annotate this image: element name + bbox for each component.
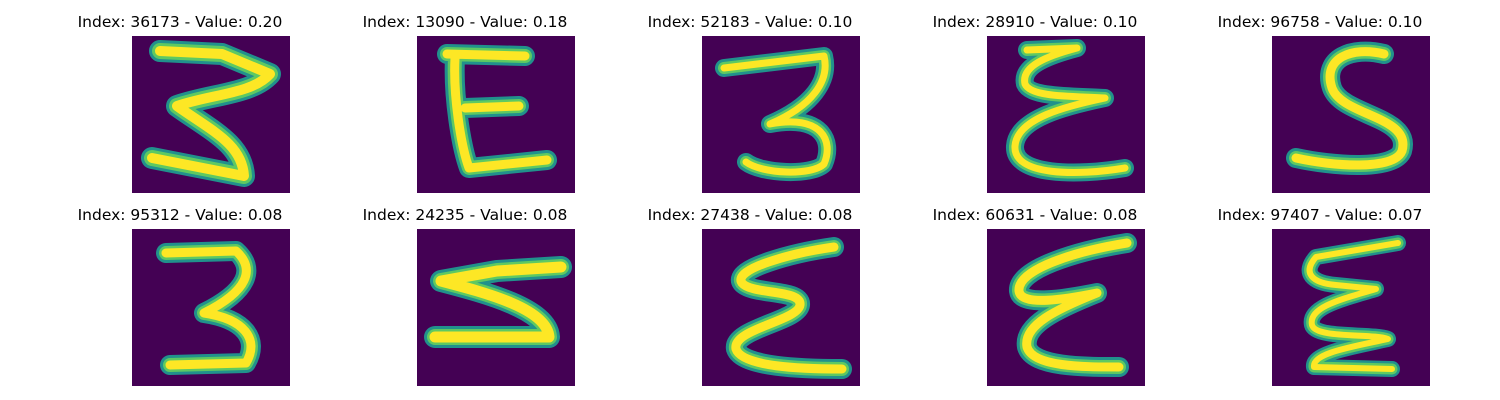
three-open-icon xyxy=(141,40,281,187)
digit-thumbnail xyxy=(132,229,290,386)
panel-title: Index: 36173 - Value: 0.20 xyxy=(77,13,283,31)
three-slanted-icon xyxy=(424,256,572,348)
letter-s-icon xyxy=(1286,41,1413,175)
panel: Index: 95312 - Value: 0.08 xyxy=(30,205,330,386)
digit-thumbnail xyxy=(132,36,290,193)
digit-thumbnail xyxy=(702,229,860,386)
digit-thumbnail xyxy=(417,229,575,386)
digit-thumbnail xyxy=(987,36,1145,193)
digit-thumbnail xyxy=(987,229,1145,386)
panel: Index: 24235 - Value: 0.08 xyxy=(315,205,615,386)
panel-title: Index: 96758 - Value: 0.10 xyxy=(1217,13,1423,31)
panel: Index: 13090 - Value: 0.18 xyxy=(315,12,615,193)
panel: Index: 27438 - Value: 0.08 xyxy=(600,205,900,386)
epsilon-loop-icon xyxy=(1009,233,1137,377)
digit-thumbnail xyxy=(702,36,860,193)
panel: Index: 96758 - Value: 0.10 xyxy=(1170,12,1470,193)
digit-thumbnail xyxy=(1272,229,1430,386)
panel-title: Index: 97407 - Value: 0.07 xyxy=(1217,206,1423,224)
digit-thumbnail xyxy=(1272,36,1430,193)
panel-title: Index: 95312 - Value: 0.08 xyxy=(77,206,283,224)
letter-e-icon xyxy=(437,44,557,178)
panel: Index: 97407 - Value: 0.07 xyxy=(1170,205,1470,386)
digit-thumbnail xyxy=(417,36,575,193)
three-round-icon xyxy=(715,47,837,181)
three-narrow-icon xyxy=(156,241,261,375)
panel: Index: 60631 - Value: 0.08 xyxy=(885,205,1185,386)
panel-title: Index: 60631 - Value: 0.08 xyxy=(932,206,1138,224)
panel: Index: 52183 - Value: 0.10 xyxy=(600,12,900,193)
panel: Index: 36173 - Value: 0.20 xyxy=(30,12,330,193)
panel-title: Index: 27438 - Value: 0.08 xyxy=(647,206,853,224)
panel-title: Index: 13090 - Value: 0.18 xyxy=(362,13,568,31)
epsilon-tall-icon xyxy=(1301,235,1406,377)
epsilon-wide-icon xyxy=(726,237,852,379)
epsilon-script-icon xyxy=(1006,39,1134,182)
panel-title: Index: 52183 - Value: 0.10 xyxy=(647,13,853,31)
panel-title: Index: 24235 - Value: 0.08 xyxy=(362,206,568,224)
panel-title: Index: 28910 - Value: 0.10 xyxy=(932,13,1138,31)
panel: Index: 28910 - Value: 0.10 xyxy=(885,12,1185,193)
